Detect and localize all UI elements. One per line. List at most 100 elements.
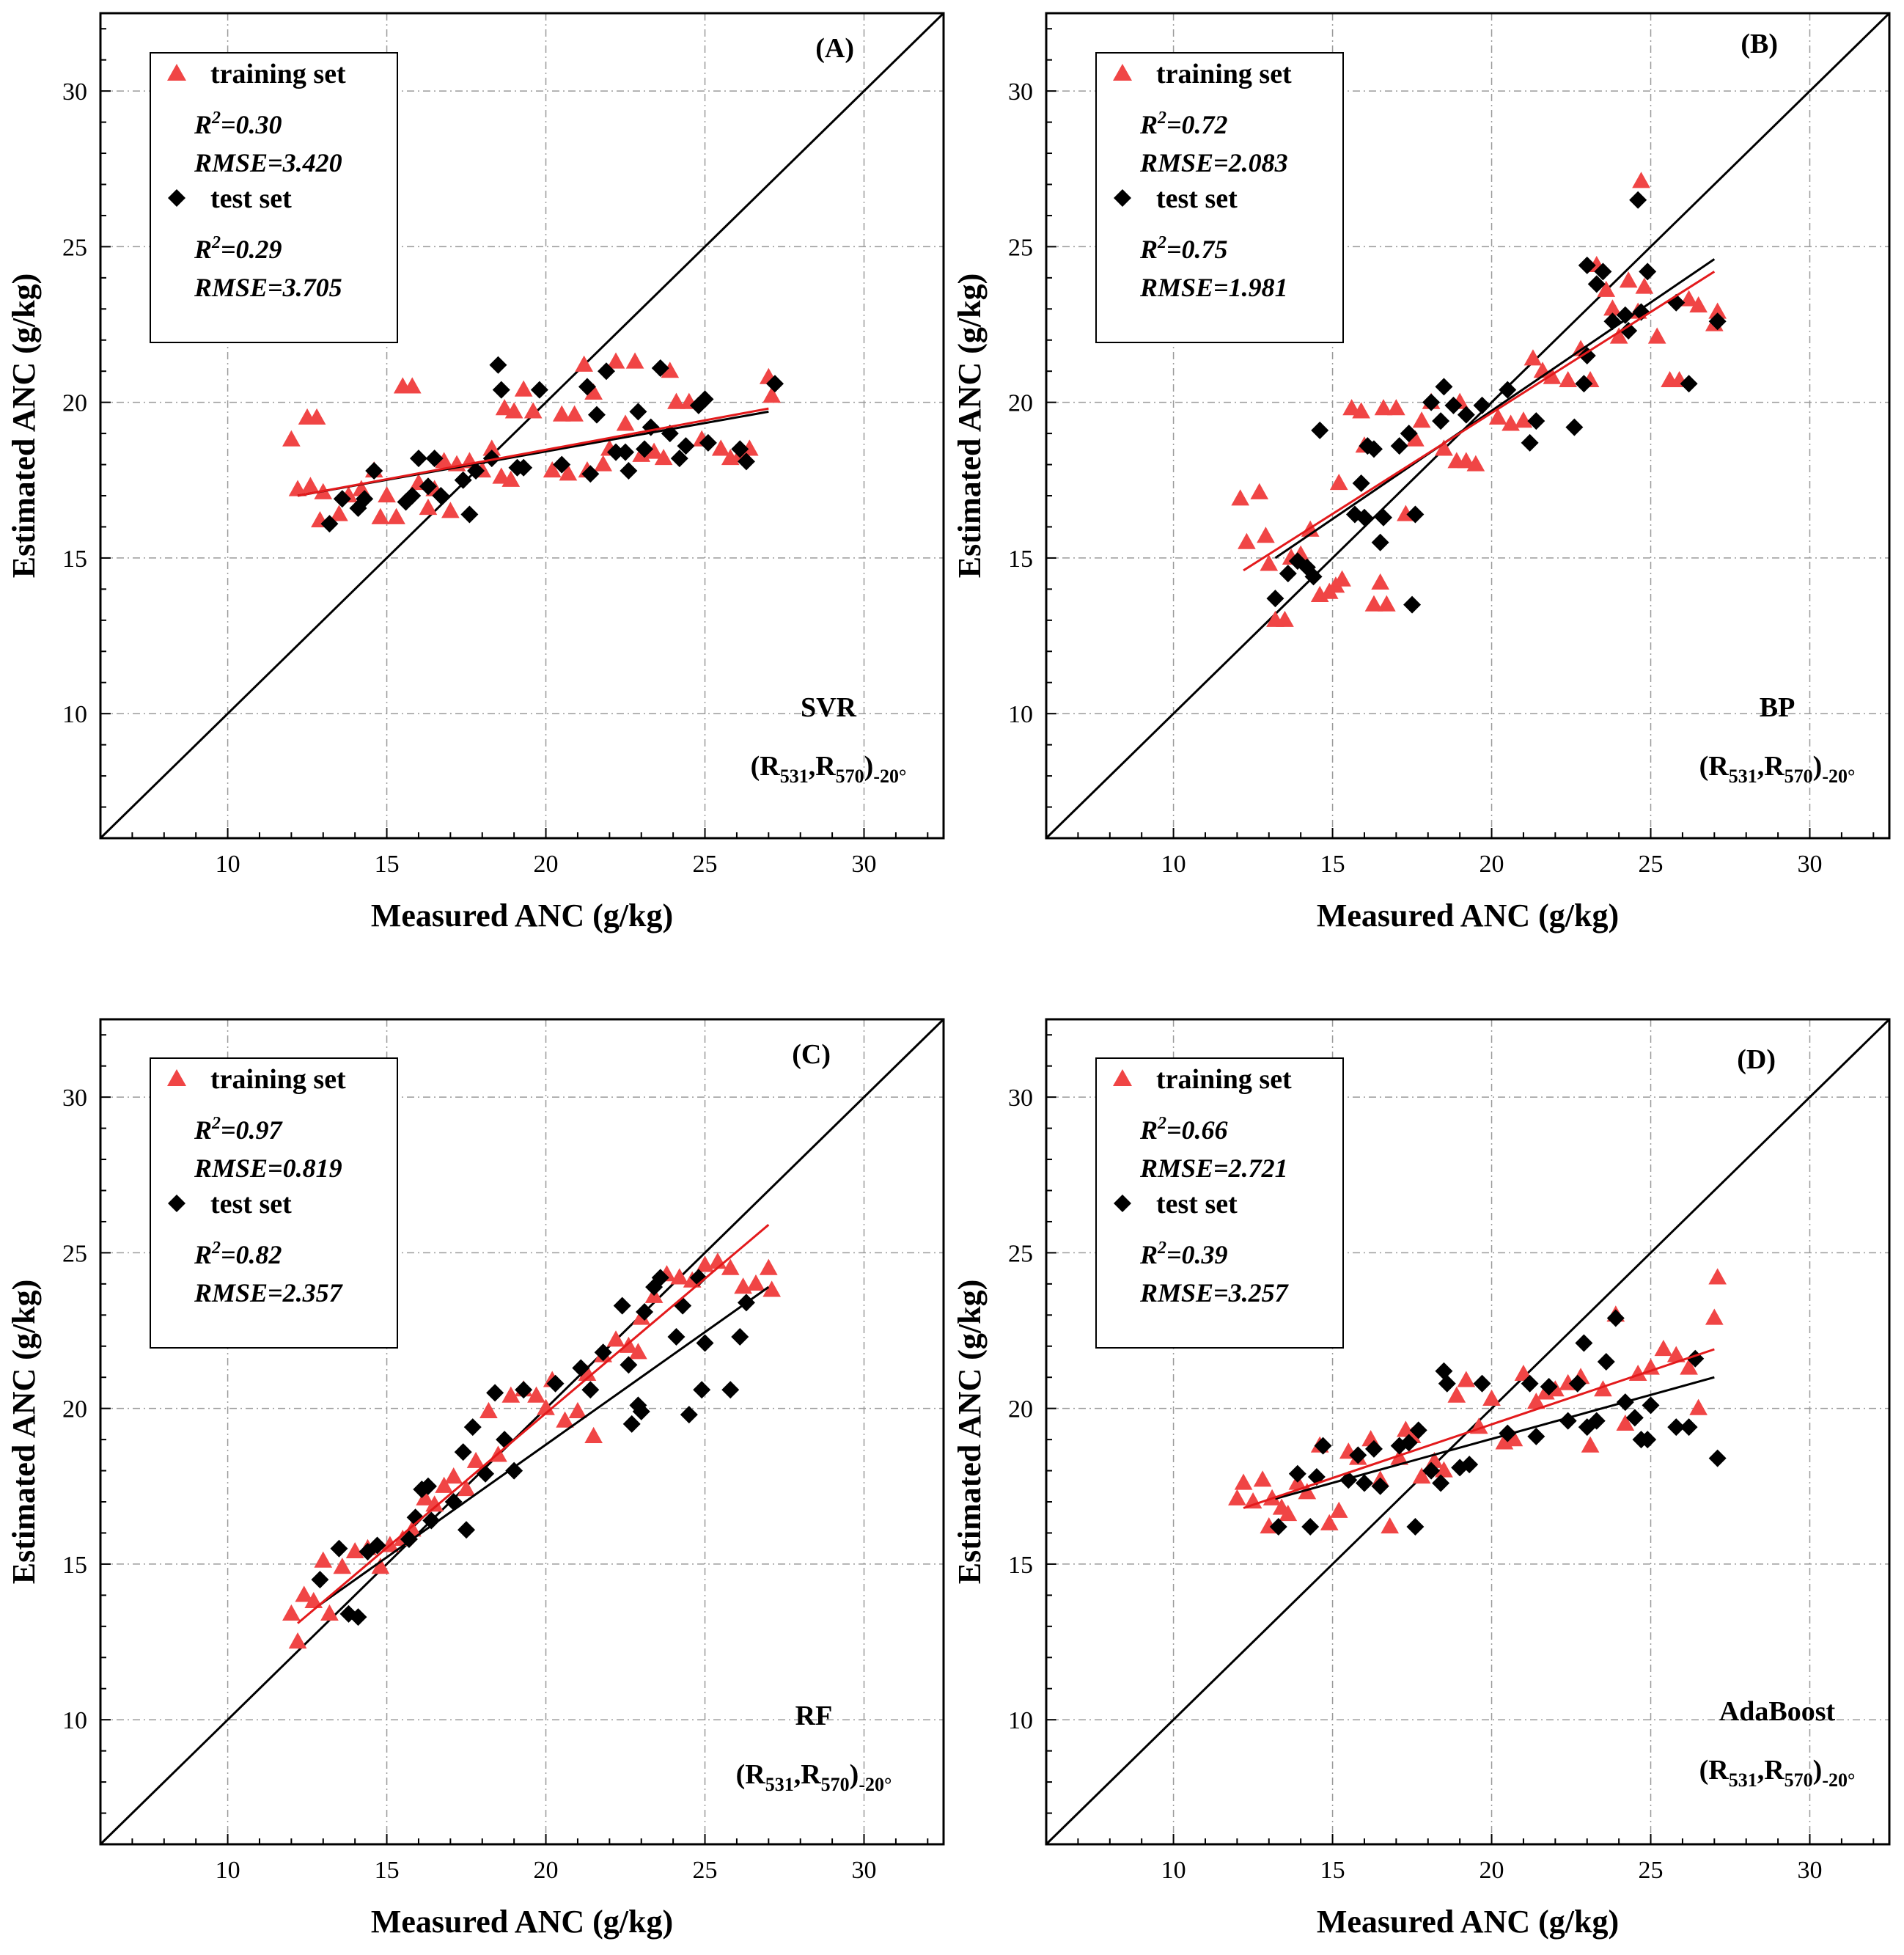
test-point: [330, 1539, 348, 1558]
train-point: [320, 1604, 339, 1621]
test-point: [1473, 1374, 1491, 1393]
train-point: [1526, 1393, 1545, 1409]
y-tick-label: 30: [62, 1085, 87, 1112]
train-point: [307, 408, 326, 425]
test-point: [1435, 378, 1453, 396]
train-point: [620, 1336, 638, 1353]
plot-frame: [99, 12, 945, 840]
train-point: [301, 477, 320, 494]
train-point: [1371, 573, 1390, 590]
train-point: [578, 1364, 597, 1382]
train-point: [1329, 474, 1348, 491]
train-point: [644, 442, 664, 459]
test-point: [1435, 1362, 1453, 1380]
rmse-text: RMSE=3.257: [1139, 1278, 1290, 1307]
train-point: [504, 402, 523, 419]
test-fit-line: [1274, 258, 1716, 560]
test-point: [1642, 1396, 1660, 1415]
test-point: [620, 462, 638, 480]
test-point: [1422, 393, 1441, 411]
legend-train-marker: [1113, 1069, 1132, 1086]
train-point: [1435, 439, 1453, 456]
plot-area: [1046, 1019, 1889, 1844]
feature-label: (R531,R570)-20°: [1699, 751, 1856, 787]
train-point: [425, 1495, 444, 1512]
train-point: [1374, 399, 1393, 416]
model-name: RF: [795, 1701, 833, 1731]
train-point: [1390, 1448, 1409, 1465]
train-point: [435, 1476, 454, 1493]
test-point: [1371, 533, 1389, 551]
train-point: [1364, 595, 1383, 612]
test-point: [489, 356, 507, 374]
test-point: [311, 1571, 329, 1589]
train-point: [1406, 430, 1425, 447]
test-point: [467, 462, 485, 480]
y-tick-label: 15: [1008, 546, 1033, 573]
test-point: [419, 477, 437, 496]
test-point: [766, 375, 784, 393]
test-point: [1355, 508, 1373, 527]
test-point: [1625, 1409, 1644, 1427]
test-point: [1355, 1474, 1373, 1492]
x-axis-label: Measured ANC (g/kg): [371, 898, 673, 934]
train-point: [670, 1268, 689, 1285]
test-point: [492, 381, 510, 399]
train-point: [556, 1411, 574, 1428]
model-name: SVR: [801, 692, 857, 723]
test-point: [1311, 421, 1329, 439]
train-point: [1234, 1473, 1253, 1490]
train-point: [1260, 554, 1279, 571]
rmse-text: RMSE=2.083: [1139, 148, 1288, 177]
rmse-text: RMSE=2.357: [194, 1278, 344, 1307]
y-tick-label: 20: [1008, 390, 1033, 417]
panels: 10 15 20 25 30 10 15 20 25 30 Measured ANC (g/kg) E…: [6, 12, 1891, 1940]
r-squared-text: R2=0.39: [1139, 1239, 1228, 1269]
train-point: [1642, 1358, 1660, 1375]
test-point: [1708, 312, 1727, 331]
y-tick-label: 25: [62, 1240, 87, 1267]
train-point: [565, 405, 584, 422]
test-point: [1375, 508, 1392, 527]
y-tick-label: 30: [1008, 1085, 1033, 1112]
train-point: [543, 461, 562, 478]
panel-letter: (B): [1741, 29, 1778, 59]
train-point: [1504, 1430, 1523, 1447]
test-point: [1279, 565, 1297, 583]
test-point: [1314, 1437, 1332, 1455]
test-point: [696, 390, 714, 408]
train-point: [616, 414, 635, 431]
test-point: [1527, 412, 1545, 430]
test-point: [425, 450, 444, 468]
test-point: [1409, 1421, 1427, 1439]
test-point: [1575, 375, 1593, 393]
x-tick-label: 20: [1480, 851, 1504, 878]
test-point: [629, 403, 647, 421]
rmse-text: RMSE=3.420: [194, 148, 342, 177]
legend: training set R2=0.66 RMSE=2.721 test set R2=…: [1095, 1057, 1344, 1349]
train-fit-line: [297, 407, 769, 497]
test-point: [696, 1334, 714, 1352]
test-point: [463, 1418, 482, 1437]
test-point: [1400, 1434, 1418, 1452]
train-point: [1543, 367, 1562, 384]
legend-test-marker: [1114, 1195, 1131, 1212]
train-point: [378, 486, 396, 503]
test-point: [632, 1402, 650, 1420]
test-point: [1432, 1474, 1450, 1492]
test-point: [454, 1443, 472, 1461]
test-point: [613, 1296, 631, 1315]
test-point: [1587, 1412, 1606, 1430]
train-fit-line: [1243, 271, 1716, 572]
chart-panel: 10 15 20 25 30 10 15 20 25 30 Measured ANC (g/kg) E…: [6, 12, 945, 934]
test-point: [1400, 425, 1418, 443]
train-point: [1231, 489, 1250, 506]
train-point: [435, 452, 454, 469]
test-point: [457, 1521, 476, 1539]
y-tick-label: 10: [1008, 1707, 1033, 1734]
test-point: [737, 452, 755, 471]
train-point: [304, 1591, 323, 1608]
y-tick-label: 15: [1008, 1552, 1033, 1579]
test-point: [1620, 322, 1638, 340]
test-point: [1352, 474, 1370, 493]
